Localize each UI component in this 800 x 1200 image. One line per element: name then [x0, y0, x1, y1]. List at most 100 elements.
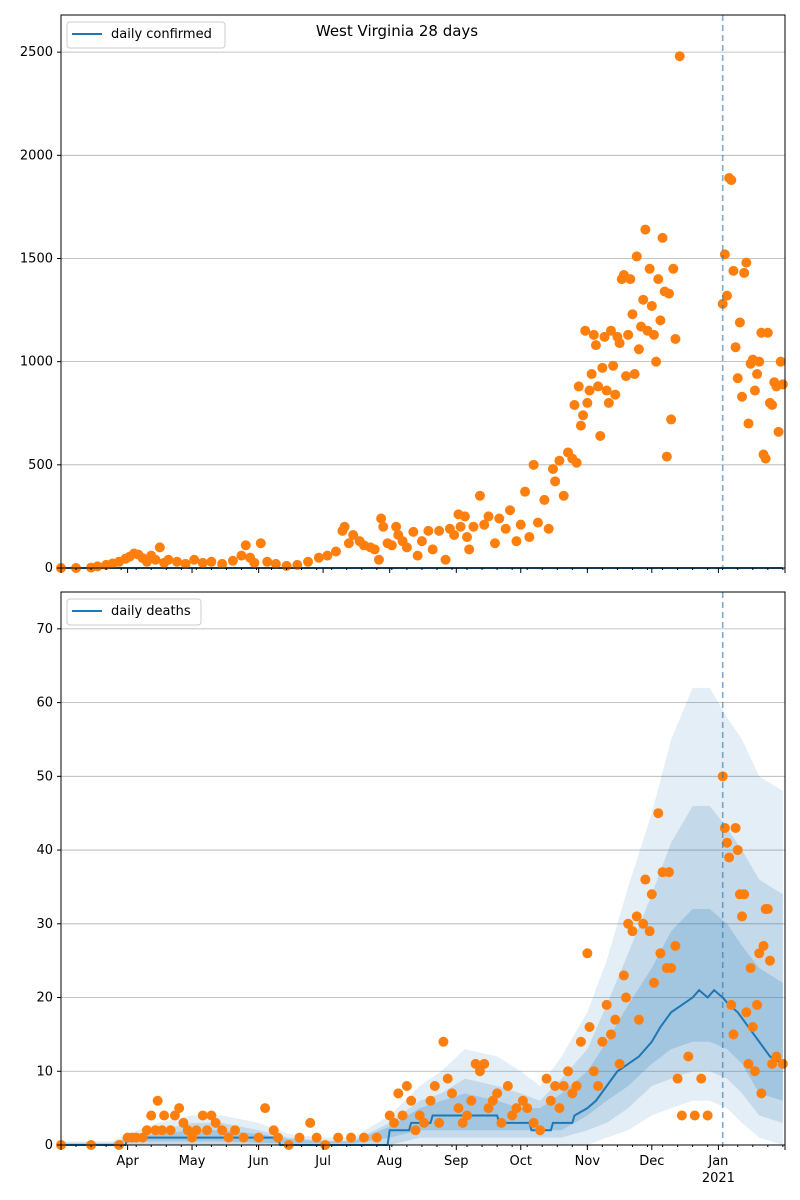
data-point: [494, 513, 505, 524]
data-point: [376, 513, 387, 524]
y-tick-label: 2000: [20, 148, 53, 163]
data-point: [260, 1103, 271, 1114]
data-point: [651, 356, 662, 367]
data-point: [732, 373, 743, 384]
data-point: [191, 1125, 202, 1136]
data-point: [730, 822, 741, 833]
data-point: [348, 529, 359, 540]
data-point: [172, 556, 183, 567]
data-point: [333, 1132, 344, 1143]
data-point: [737, 391, 748, 402]
data-point: [777, 379, 788, 390]
data-point: [414, 1110, 425, 1121]
data-point: [608, 360, 619, 371]
data-point: [752, 369, 763, 380]
x-tick-label: Aug: [377, 1154, 402, 1169]
data-point: [479, 519, 490, 530]
data-point: [719, 249, 730, 260]
data-point: [575, 1036, 586, 1047]
data-point: [646, 889, 657, 900]
x-tick-label: Jun: [247, 1154, 268, 1169]
data-point: [528, 1117, 539, 1128]
data-point: [163, 554, 174, 565]
data-point: [558, 490, 569, 501]
data-point: [455, 521, 466, 532]
data-point: [663, 288, 674, 299]
data-point: [255, 538, 266, 549]
data-point: [292, 559, 303, 570]
data-point: [412, 550, 423, 561]
data-point: [657, 232, 668, 243]
data-point: [262, 556, 273, 567]
data-point: [447, 1088, 458, 1099]
data-point: [595, 430, 606, 441]
data-point: [515, 519, 526, 530]
data-point: [578, 410, 589, 421]
y-tick-label: 50: [36, 769, 53, 784]
data-point: [313, 552, 324, 563]
axes-frame: [60, 14, 786, 569]
data-point: [743, 1058, 754, 1069]
data-point: [434, 525, 445, 536]
data-point: [756, 1088, 767, 1099]
data-point: [146, 1110, 157, 1121]
data-point: [453, 1103, 464, 1114]
legend-label: daily deaths: [111, 604, 191, 619]
data-point: [633, 344, 644, 355]
y-tick-label: 2500: [20, 45, 53, 60]
data-point: [719, 822, 730, 833]
data-point: [623, 918, 634, 929]
data-point: [528, 459, 539, 470]
data-point: [588, 329, 599, 340]
data-point: [747, 1022, 758, 1033]
data-point: [767, 1058, 778, 1069]
data-point: [580, 325, 591, 336]
data-point: [575, 420, 586, 431]
data-point: [487, 1095, 498, 1106]
data-point: [644, 263, 655, 274]
data-point: [760, 453, 771, 464]
data-point: [739, 889, 750, 900]
data-point: [653, 274, 664, 285]
data-point: [156, 1125, 167, 1136]
data-point: [141, 1125, 152, 1136]
data-point: [223, 1132, 234, 1143]
data-point: [492, 1088, 503, 1099]
data-point: [648, 977, 659, 988]
data-point: [631, 251, 642, 262]
data-point: [524, 532, 535, 543]
y-tick-label: 0: [45, 1138, 53, 1153]
data-point: [554, 455, 565, 466]
data-point: [721, 837, 732, 848]
data-point: [197, 1110, 208, 1121]
data-point: [388, 1117, 399, 1128]
data-point: [610, 1014, 621, 1025]
x-tick-label: Apr: [116, 1154, 139, 1169]
data-point: [434, 1117, 445, 1128]
data-point: [593, 1081, 604, 1092]
x-tick-label: Jul: [314, 1154, 331, 1169]
data-point: [311, 1132, 322, 1143]
data-point: [358, 1132, 369, 1143]
data-point: [182, 1125, 193, 1136]
data-point: [571, 457, 582, 468]
data-point: [369, 544, 380, 555]
data-point: [593, 381, 604, 392]
data-point: [545, 1095, 556, 1106]
data-point: [640, 874, 651, 885]
data-point: [272, 1132, 283, 1143]
data-point: [563, 1066, 574, 1077]
data-point: [489, 538, 500, 549]
data-point: [373, 554, 384, 565]
data-point: [588, 1066, 599, 1077]
data-point: [737, 911, 748, 922]
data-point: [767, 399, 778, 410]
data-point: [590, 340, 601, 351]
data-point: [408, 526, 419, 537]
data-point: [646, 300, 657, 311]
data-point: [425, 1095, 436, 1106]
data-point: [739, 267, 750, 278]
data-point: [236, 550, 247, 561]
data-point: [397, 1110, 408, 1121]
